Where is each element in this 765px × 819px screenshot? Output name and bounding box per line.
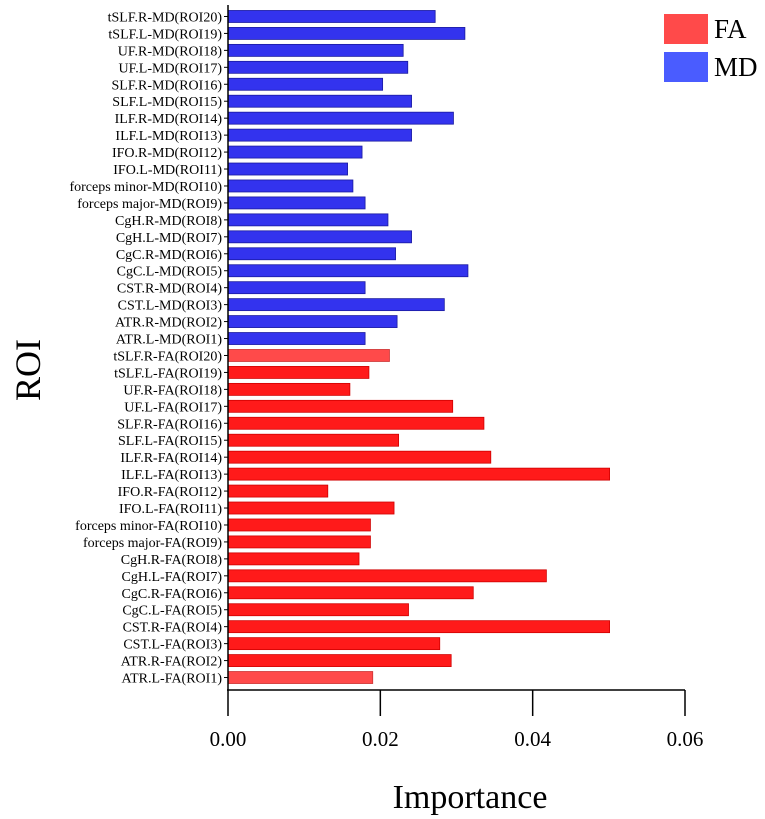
bar — [227, 671, 374, 684]
category-label: tSLF.L-MD(ROI19) — [108, 27, 222, 42]
legend-swatch — [664, 52, 708, 82]
category-label: tSLF.R-FA(ROI20) — [113, 349, 222, 364]
bar — [227, 450, 492, 464]
bar — [227, 654, 452, 667]
bar — [227, 637, 441, 651]
bar — [227, 298, 445, 312]
category-label: CgC.R-MD(ROI6) — [116, 248, 223, 263]
x-axis-label: Importance — [393, 779, 548, 816]
category-label: tSLF.R-MD(ROI20) — [108, 10, 223, 25]
category-label: SLF.R-MD(ROI16) — [112, 78, 223, 93]
x-tick-label: 0.00 — [210, 727, 247, 751]
category-label: CST.L-FA(ROI3) — [123, 638, 222, 653]
bar — [227, 569, 547, 583]
category-label: CgH.L-FA(ROI7) — [122, 570, 223, 585]
category-label: CST.L-MD(ROI3) — [118, 299, 223, 314]
bar — [227, 433, 400, 447]
bar — [227, 145, 363, 159]
category-label: ATR.L-MD(ROI1) — [116, 333, 222, 348]
bar — [227, 620, 611, 634]
bar — [227, 247, 396, 261]
bar — [227, 128, 412, 142]
bar — [227, 213, 389, 227]
category-label: UF.L-MD(ROI17) — [119, 61, 223, 76]
category-label: IFO.R-FA(ROI12) — [118, 485, 223, 500]
category-label: CgC.L-MD(ROI5) — [117, 265, 223, 280]
bar — [227, 111, 454, 125]
category-label: CgH.L-MD(ROI7) — [116, 231, 222, 246]
category-label: ATR.R-FA(ROI2) — [121, 655, 223, 670]
bar — [227, 43, 404, 57]
bar — [227, 349, 390, 362]
legend: FA MD — [664, 14, 758, 82]
category-labels: tSLF.R-MD(ROI20) tSLF.L-MD(ROI19) UF.R-MD(… — [69, 10, 228, 687]
x-ticks: 0.00 0.02 0.04 0.06 — [210, 690, 704, 751]
category-label: ILF.R-FA(ROI14) — [120, 451, 222, 466]
category-label: CgC.L-FA(ROI5) — [122, 604, 222, 619]
bars-layer — [227, 10, 611, 684]
category-label: SLF.L-FA(ROI15) — [118, 434, 222, 449]
category-label: UF.R-MD(ROI18) — [118, 44, 223, 59]
bar — [227, 230, 412, 244]
bar — [227, 315, 398, 328]
category-label: ATR.L-FA(ROI1) — [122, 672, 223, 687]
bar — [227, 264, 469, 278]
bar — [227, 382, 351, 396]
bar — [227, 332, 366, 345]
category-label: forceps minor-FA(ROI10) — [75, 519, 222, 534]
bar — [227, 552, 360, 566]
bar — [227, 10, 436, 23]
bar — [227, 179, 354, 193]
bar — [227, 399, 454, 413]
category-label: IFO.L-FA(ROI11) — [119, 502, 222, 517]
category-label: SLF.R-FA(ROI16) — [117, 417, 222, 432]
legend-swatch — [664, 14, 708, 44]
category-label: forceps major-FA(ROI9) — [83, 536, 222, 551]
category-label: CST.R-FA(ROI4) — [123, 621, 223, 636]
category-label: CgC.R-FA(ROI6) — [122, 587, 223, 602]
legend-label: FA — [714, 14, 747, 44]
x-tick-label: 0.04 — [514, 727, 551, 751]
category-label: SLF.L-MD(ROI15) — [112, 95, 222, 110]
bar — [227, 94, 412, 108]
bar — [227, 467, 611, 481]
category-label: CgH.R-FA(ROI8) — [121, 553, 223, 568]
bar — [227, 416, 485, 430]
bar — [227, 60, 409, 74]
category-label: tSLF.L-FA(ROI19) — [114, 366, 222, 381]
bar — [227, 586, 474, 600]
x-tick-label: 0.02 — [362, 727, 399, 751]
category-label: CgH.R-MD(ROI8) — [115, 214, 222, 229]
category-label: ATR.R-MD(ROI2) — [115, 316, 222, 331]
bar — [227, 77, 384, 91]
category-label: ILF.R-MD(ROI14) — [115, 112, 223, 127]
bar — [227, 281, 366, 295]
bar — [227, 27, 466, 40]
category-label: UF.R-FA(ROI18) — [123, 383, 222, 398]
category-label: ILF.L-FA(ROI13) — [121, 468, 222, 483]
bar — [227, 196, 366, 210]
category-label: UF.L-FA(ROI17) — [124, 400, 222, 415]
bar — [227, 535, 371, 549]
category-label: ILF.L-MD(ROI13) — [115, 129, 222, 144]
x-tick-label: 0.06 — [667, 727, 704, 751]
legend-label: MD — [714, 52, 758, 82]
y-axis-label: ROI — [8, 339, 48, 401]
category-label: IFO.L-MD(ROI11) — [113, 163, 222, 178]
bar — [227, 366, 370, 379]
bar — [227, 518, 371, 532]
axes — [227, 5, 685, 691]
bar — [227, 484, 329, 498]
category-label: CST.R-MD(ROI4) — [117, 282, 222, 297]
bar — [227, 162, 348, 176]
bar — [227, 501, 395, 515]
bar — [227, 603, 409, 617]
category-label: forceps major-MD(ROI9) — [77, 197, 222, 212]
category-label: IFO.R-MD(ROI12) — [112, 146, 222, 161]
category-label: forceps minor-MD(ROI10) — [69, 180, 222, 195]
